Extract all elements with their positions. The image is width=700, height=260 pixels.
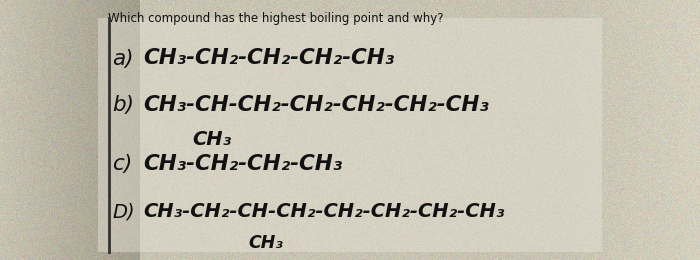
Text: CH₃-CH₂-CH₂-CH₃: CH₃-CH₂-CH₂-CH₃ <box>144 154 342 174</box>
Text: b): b) <box>112 95 134 115</box>
Text: D): D) <box>112 202 134 222</box>
FancyBboxPatch shape <box>98 18 602 252</box>
Text: CH₃: CH₃ <box>193 129 232 149</box>
Text: a): a) <box>112 49 134 68</box>
Text: Which compound has the highest boiling point and why?: Which compound has the highest boiling p… <box>108 12 444 25</box>
Text: CH₃-CH-CH₂-CH₂-CH₂-CH₂-CH₃: CH₃-CH-CH₂-CH₂-CH₂-CH₂-CH₃ <box>144 95 489 115</box>
Text: CH₃-CH₂-CH-CH₂-CH₂-CH₂-CH₂-CH₃: CH₃-CH₂-CH-CH₂-CH₂-CH₂-CH₂-CH₃ <box>144 202 505 222</box>
Text: c): c) <box>112 154 132 174</box>
Text: CH₃: CH₃ <box>248 234 284 252</box>
Text: CH₃-CH₂-CH₂-CH₂-CH₃: CH₃-CH₂-CH₂-CH₂-CH₃ <box>144 49 395 68</box>
